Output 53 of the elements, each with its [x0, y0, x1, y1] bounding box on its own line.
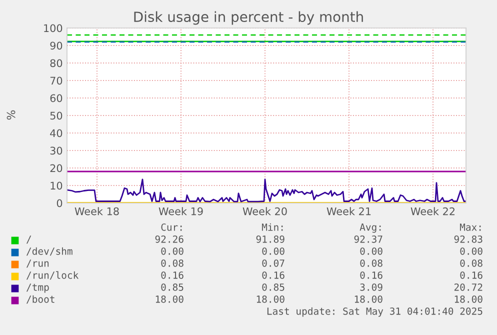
- text: 92.83: [454, 235, 482, 243]
- x-tick-label: Week 21: [326, 207, 371, 216]
- legend-label: /run: [26, 260, 49, 268]
- text: 18.00: [454, 295, 482, 303]
- text: 0.00: [460, 247, 482, 255]
- text: 0.08: [460, 259, 482, 267]
- legend-label: /tmp: [26, 284, 49, 293]
- text: 0.16: [460, 271, 482, 279]
- text: 18.00: [354, 295, 382, 303]
- text: Last update: Sat May 31 04:01:40 2025: [267, 307, 482, 317]
- y-tick-label: 60: [50, 94, 62, 102]
- text: Max:: [460, 224, 481, 231]
- text: 0.85: [262, 283, 284, 291]
- text: Avg:: [360, 224, 381, 233]
- y-tick-label: 10: [50, 182, 62, 190]
- text: 0.85: [161, 283, 184, 291]
- chart-title: Disk usage in percent - by month: [134, 11, 363, 25]
- text: 0.08: [161, 259, 184, 267]
- y-tick-label: 0: [56, 199, 62, 208]
- text: 0.16: [262, 271, 284, 279]
- x-tick-label: Week 19: [158, 207, 203, 216]
- text: Min:: [262, 223, 283, 231]
- y-tick-label: 30: [50, 146, 62, 155]
- x-tick-label: Week 22: [410, 207, 455, 216]
- text: 0.00: [161, 247, 184, 255]
- y-tick-label: 80: [50, 59, 62, 68]
- text: 0.08: [360, 259, 382, 267]
- text: 3.09: [360, 283, 382, 291]
- y-axis-title: %: [6, 110, 16, 120]
- legend-label: /: [26, 236, 32, 244]
- text: 0.16: [360, 271, 382, 279]
- text: 20.72: [454, 283, 482, 291]
- y-tick-label: 70: [50, 76, 62, 85]
- y-tick-label: 20: [50, 164, 62, 172]
- y-tick-label: 50: [50, 112, 62, 120]
- legend-label: /run/lock: [26, 271, 79, 280]
- x-tick-label: Week 18: [74, 207, 119, 216]
- text: 18.00: [156, 295, 184, 303]
- text: 0.07: [262, 259, 284, 267]
- legend-label: /boot: [26, 295, 54, 304]
- y-tick-label: 40: [50, 129, 62, 138]
- text: 92.37: [354, 235, 382, 243]
- text: 0.16: [161, 271, 184, 279]
- x-tick-label: Week 20: [242, 207, 287, 216]
- y-tick-label: 100: [44, 24, 62, 32]
- text: 92.26: [155, 235, 184, 243]
- text: 91.89: [256, 235, 284, 243]
- legend-label: /dev/shm: [26, 247, 72, 256]
- text: 0.00: [360, 247, 382, 255]
- text: 0.00: [262, 247, 284, 255]
- y-tick-label: 90: [50, 42, 62, 50]
- text: Cur:: [161, 223, 182, 231]
- text: 18.00: [256, 295, 284, 303]
